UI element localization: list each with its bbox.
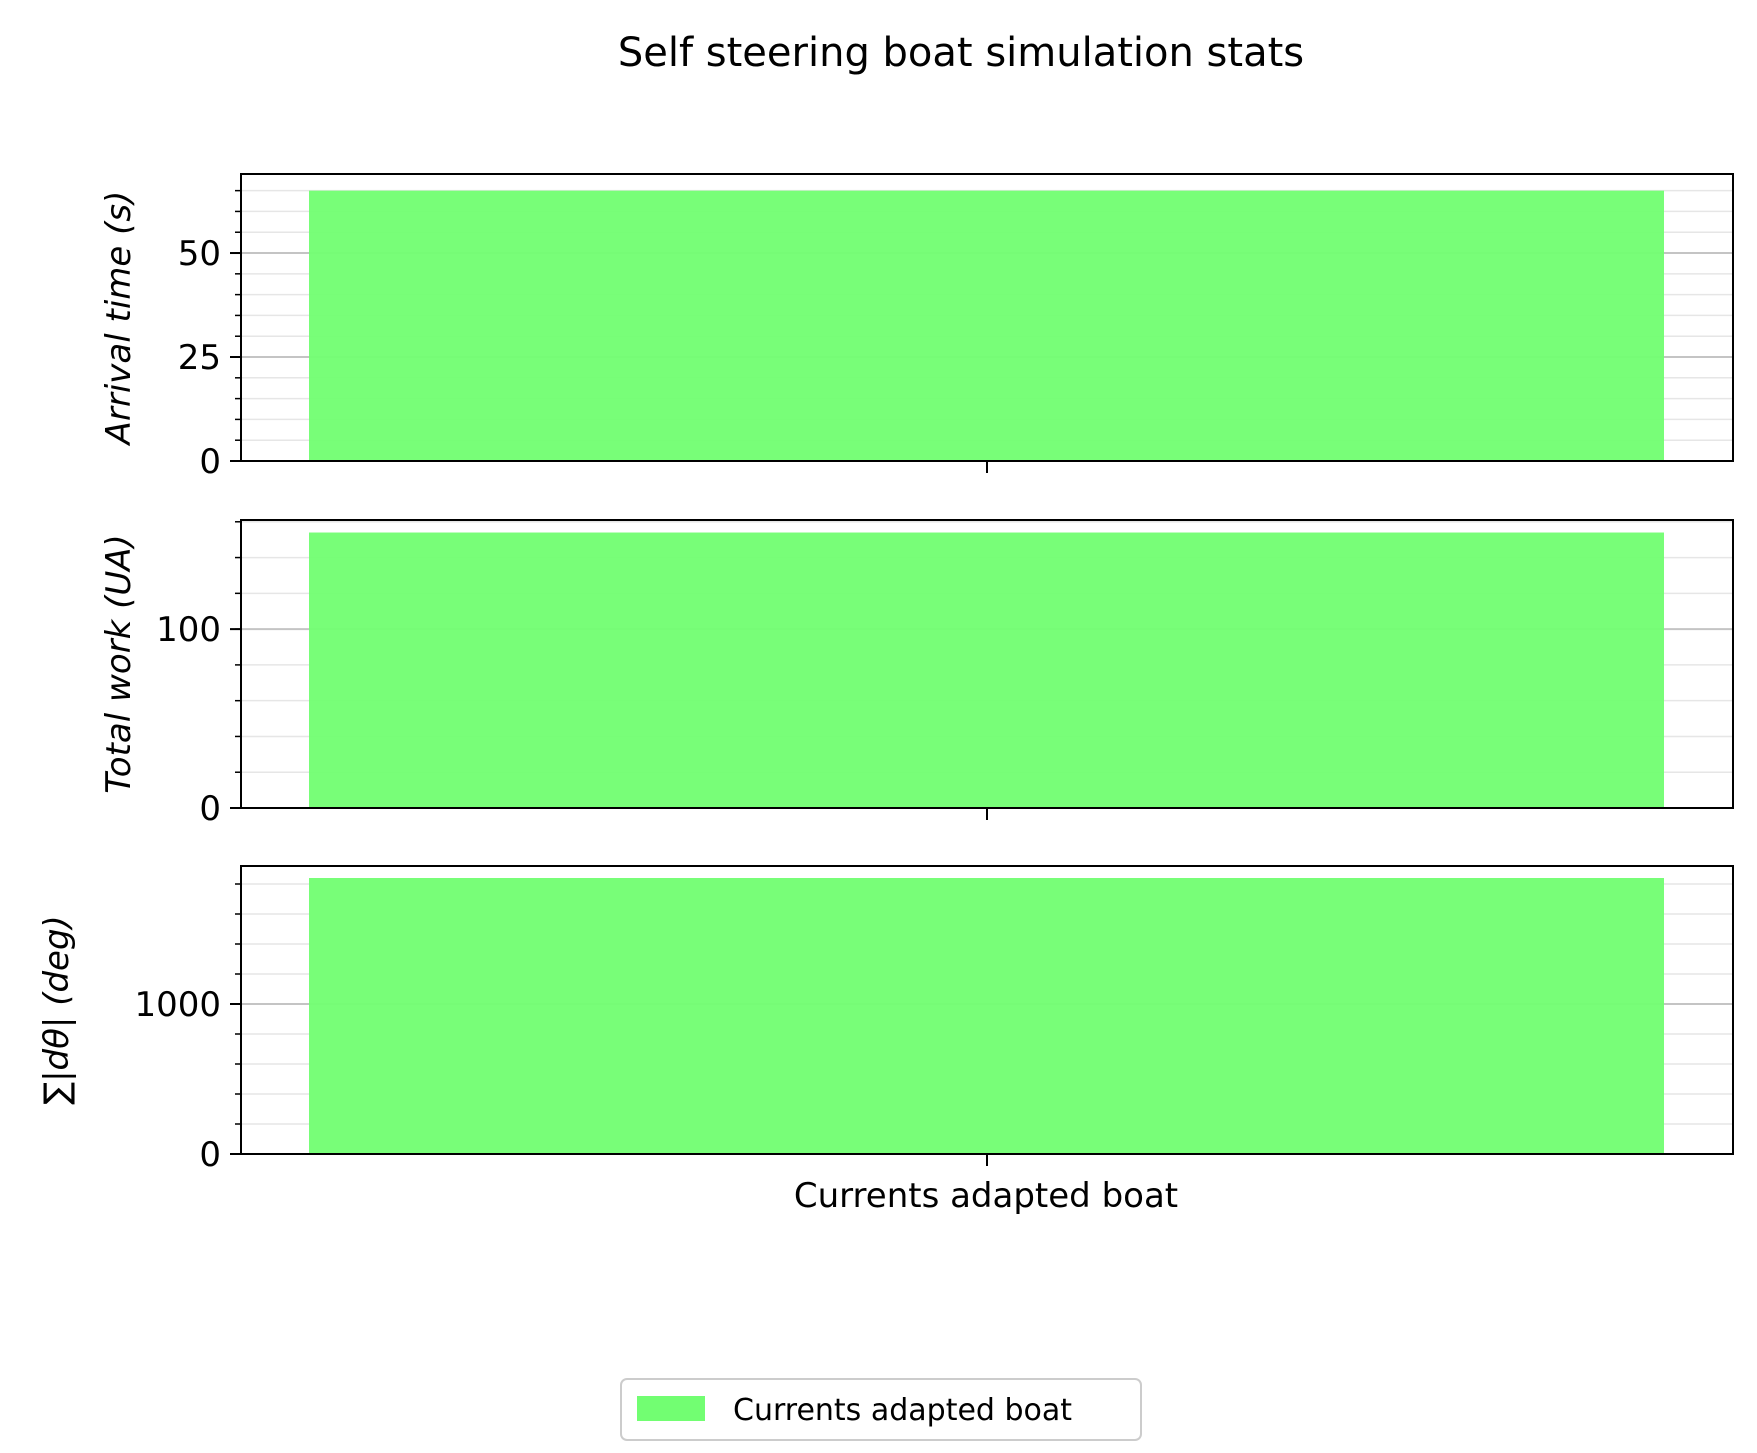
legend: Currents adapted boat: [620, 1378, 1142, 1441]
x-category-label: Currents adapted boat: [794, 1176, 1178, 1216]
y-axis-label: Total work (UA): [99, 534, 139, 794]
y-axis-label: Arrival time (s): [99, 191, 139, 447]
bar-1: [309, 532, 1664, 808]
legend-label: Currents adapted boat: [733, 1393, 1072, 1428]
subplot-3: 0 1000 ∑|dθ| (deg): [37, 865, 1734, 1175]
y-tick-label: 0: [199, 442, 221, 482]
subplot-2: 0 100 Total work (UA): [99, 519, 1734, 829]
bar-1: [309, 878, 1664, 1154]
subplots: 0 25 50 Arrival time (s) 0 100 Total work (UA)…: [37, 173, 1734, 1175]
y-tick-label: 1000: [134, 985, 221, 1025]
y-tick-label: 0: [199, 1135, 221, 1175]
chart-title: Self steering boat simulation stats: [618, 30, 1304, 76]
y-tick-label: 100: [156, 610, 221, 650]
legend-swatch: [637, 1396, 705, 1421]
bar-1: [309, 190, 1664, 461]
y-tick-label: 0: [199, 789, 221, 829]
y-tick-label: 50: [178, 234, 221, 274]
legend-frame: [620, 1378, 1142, 1441]
y-axis-label: ∑|dθ| (deg): [37, 915, 77, 1105]
y-tick-label: 25: [178, 338, 221, 378]
subplot-1: 0 25 50 Arrival time (s): [99, 173, 1734, 482]
